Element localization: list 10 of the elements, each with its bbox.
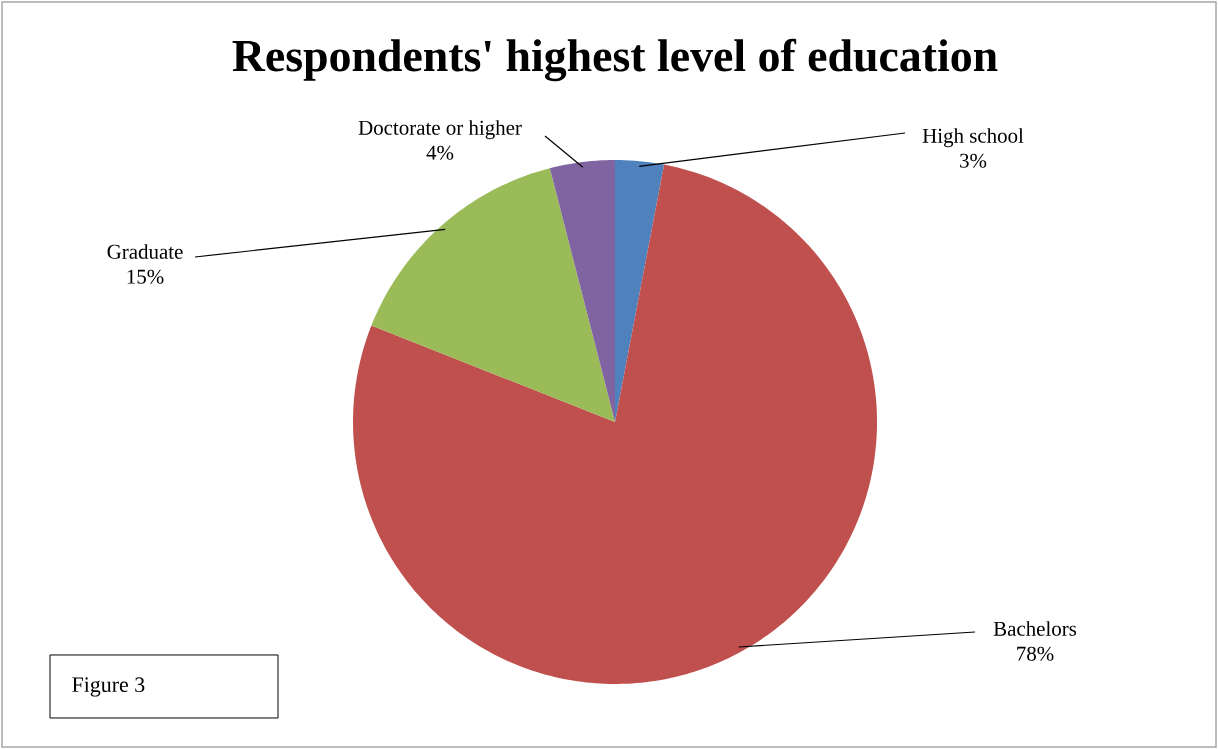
slice-label: High school [922,128,1024,148]
data-label: 4% [426,145,454,160]
slice-label: Bachelors [993,621,1077,636]
data-label: 78% [1017,646,1054,661]
slice-label: Doctorate or higher [358,120,522,140]
data-label: 3% [960,153,987,168]
caption: Figure 3 [72,677,145,697]
data-label: 15% [127,269,164,284]
slice-label: Graduate [107,244,183,259]
chart-title: Respondents' highest level of education [232,38,998,82]
